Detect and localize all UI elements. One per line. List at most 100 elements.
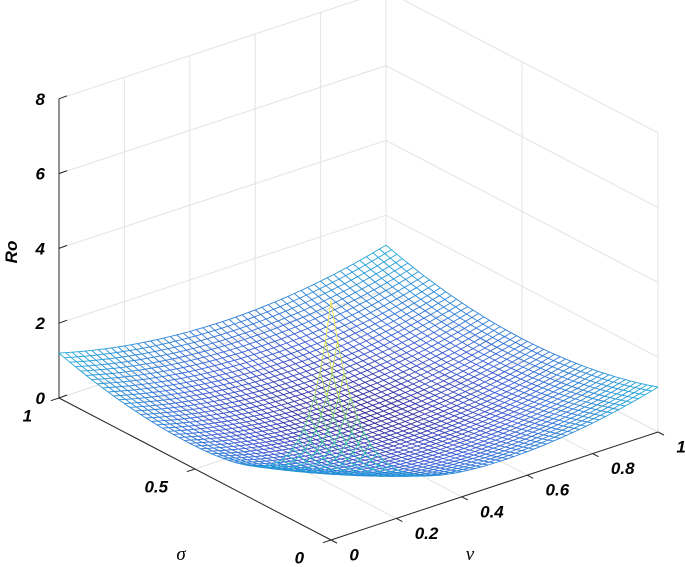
surface-mesh-line bbox=[277, 388, 285, 392]
surface-mesh-line bbox=[398, 423, 405, 427]
surface-mesh-line bbox=[331, 449, 338, 452]
surface-mesh-line bbox=[437, 302, 444, 308]
surface-mesh-line bbox=[440, 425, 446, 429]
surface-mesh-line bbox=[231, 448, 239, 451]
surface-mesh-line bbox=[265, 417, 272, 422]
surface-mesh-line bbox=[319, 424, 326, 428]
surface-mesh-line bbox=[356, 393, 364, 397]
surface-mesh-line bbox=[345, 352, 353, 357]
surface-mesh-line bbox=[408, 430, 416, 434]
surface-mesh-line bbox=[435, 317, 442, 323]
surface-mesh-line bbox=[546, 394, 553, 398]
surface-mesh-line bbox=[289, 390, 297, 394]
surface-mesh-line bbox=[231, 341, 238, 345]
surface-mesh-line bbox=[295, 423, 301, 428]
surface-mesh-line bbox=[547, 436, 555, 441]
surface-mesh-line bbox=[386, 391, 394, 396]
surface-mesh-line bbox=[269, 336, 276, 342]
surface-mesh-line bbox=[401, 405, 409, 410]
surface-mesh-line bbox=[388, 262, 397, 267]
surface-mesh-line bbox=[501, 455, 509, 459]
surface-mesh-line bbox=[471, 384, 479, 389]
surface-mesh-line bbox=[575, 368, 581, 372]
surface-mesh-line bbox=[150, 339, 158, 342]
surface-mesh-line bbox=[251, 330, 258, 336]
surface-mesh-line bbox=[386, 282, 393, 288]
surface-mesh-line bbox=[471, 417, 478, 420]
surface-mesh-line bbox=[167, 430, 174, 435]
surface-mesh-line bbox=[276, 445, 284, 448]
surface-mesh-line bbox=[296, 390, 303, 395]
surface-mesh-line bbox=[108, 358, 115, 364]
surface-mesh-line bbox=[428, 287, 435, 293]
surface-mesh-line bbox=[159, 416, 166, 418]
surface-mesh-line bbox=[480, 372, 487, 377]
surface-mesh-line bbox=[249, 377, 256, 383]
surface-mesh-line bbox=[547, 439, 554, 442]
surface-mesh-line bbox=[243, 464, 250, 467]
surface-mesh-line bbox=[542, 355, 549, 359]
surface-mesh-line bbox=[188, 337, 195, 343]
surface-mesh-line bbox=[475, 463, 483, 467]
surface-mesh-line bbox=[515, 372, 523, 378]
surface-mesh-line bbox=[490, 435, 497, 440]
surface-mesh-line bbox=[210, 353, 218, 356]
surface-mesh-line bbox=[251, 327, 259, 332]
surface-mesh-line bbox=[468, 451, 476, 455]
surface-mesh-line bbox=[306, 427, 313, 431]
surface-mesh-line bbox=[371, 407, 379, 411]
surface-mesh-line bbox=[528, 422, 536, 427]
surface-mesh-line bbox=[435, 463, 442, 466]
surface-mesh-line bbox=[289, 357, 297, 361]
surface-mesh-line bbox=[80, 370, 87, 376]
surface-mesh-line bbox=[253, 354, 260, 359]
surface-mesh-line bbox=[334, 309, 341, 315]
surface-mesh-line bbox=[377, 341, 384, 346]
surface-mesh-line bbox=[279, 409, 286, 414]
surface-mesh-line bbox=[255, 375, 262, 381]
surface-mesh-line bbox=[385, 425, 393, 429]
surface-mesh-line bbox=[469, 367, 476, 372]
surface-mesh-line bbox=[620, 396, 628, 401]
surface-mesh-line bbox=[290, 414, 298, 417]
surface-mesh-line bbox=[290, 440, 297, 445]
surface-mesh-line bbox=[370, 412, 378, 417]
surface-mesh-line bbox=[422, 392, 430, 396]
surface-mesh-line bbox=[378, 257, 385, 263]
surface-mesh-line bbox=[461, 376, 468, 381]
surface-mesh-line bbox=[369, 357, 376, 362]
surface-mesh-line bbox=[216, 412, 224, 415]
surface-mesh-line bbox=[385, 449, 393, 453]
surface-mesh-line bbox=[515, 342, 522, 346]
surface-mesh-line bbox=[585, 401, 592, 404]
surface-mesh-line bbox=[215, 441, 222, 445]
surface-mesh-line bbox=[613, 404, 621, 409]
surface-mesh-line bbox=[471, 317, 478, 322]
surface-mesh-line bbox=[200, 372, 208, 375]
surface-mesh-line bbox=[346, 413, 353, 418]
surface-mesh-line bbox=[271, 323, 278, 329]
surface-mesh-line bbox=[495, 353, 502, 358]
surface-mesh-line bbox=[355, 428, 361, 433]
surface-mesh-line bbox=[411, 271, 419, 276]
surface-mesh-line bbox=[316, 307, 323, 312]
surface-mesh-line bbox=[304, 306, 311, 311]
surface-mesh-line bbox=[191, 385, 198, 391]
surface-mesh-line bbox=[312, 366, 320, 370]
surface-mesh-line bbox=[490, 410, 497, 415]
surface-mesh-line bbox=[277, 355, 285, 359]
surface-mesh-line bbox=[441, 317, 449, 323]
surface-mesh-line bbox=[433, 449, 441, 453]
surface-mesh-line bbox=[190, 360, 197, 365]
surface-mesh-line bbox=[261, 454, 269, 457]
surface-mesh-line bbox=[446, 422, 453, 427]
surface-mesh-line bbox=[350, 390, 358, 394]
surface-mesh-line bbox=[498, 396, 506, 401]
surface-mesh-line bbox=[571, 413, 578, 416]
surface-mesh-line bbox=[528, 445, 535, 449]
surface-mesh-line bbox=[165, 390, 172, 395]
surface-mesh-line bbox=[492, 429, 499, 433]
surface-mesh-line bbox=[545, 370, 552, 374]
surface-mesh-line bbox=[161, 380, 168, 383]
surface-mesh-line bbox=[149, 405, 156, 410]
